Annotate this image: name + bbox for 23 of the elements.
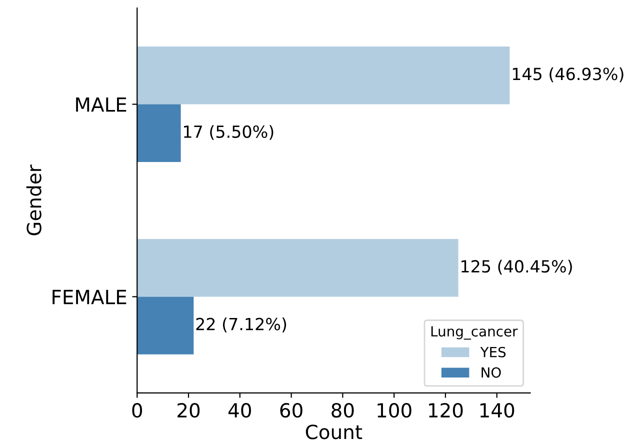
y-tick-label: FEMALE — [52, 290, 126, 304]
bar — [137, 46, 510, 104]
x-tick-label: 20 — [178, 402, 200, 418]
y-axis-title: Gender — [26, 164, 42, 236]
x-tick-label: 0 — [132, 402, 142, 418]
x-axis-title: Count — [306, 424, 362, 440]
y-tick-label: MALE — [76, 97, 126, 112]
data-label: 17 (5.50%) — [184, 125, 274, 140]
bar — [137, 238, 458, 297]
data-label: 22 (7.12%) — [196, 318, 286, 332]
x-tick-label: 60 — [280, 402, 302, 418]
legend-title: Lung_cancer — [431, 326, 518, 340]
legend-label: YES — [480, 346, 506, 358]
data-label: 125 (40.45%) — [462, 260, 572, 275]
bar — [137, 104, 181, 162]
x-tick-label: 120 — [429, 402, 463, 418]
x-tick-label: 40 — [228, 402, 251, 418]
bar — [137, 296, 194, 354]
x-tick-label: 100 — [378, 402, 412, 418]
data-label: 145 (46.93%) — [512, 67, 624, 82]
x-tick-label: 80 — [332, 402, 354, 418]
x-tick-label: 140 — [480, 402, 514, 418]
legend-label: NO — [482, 367, 501, 378]
